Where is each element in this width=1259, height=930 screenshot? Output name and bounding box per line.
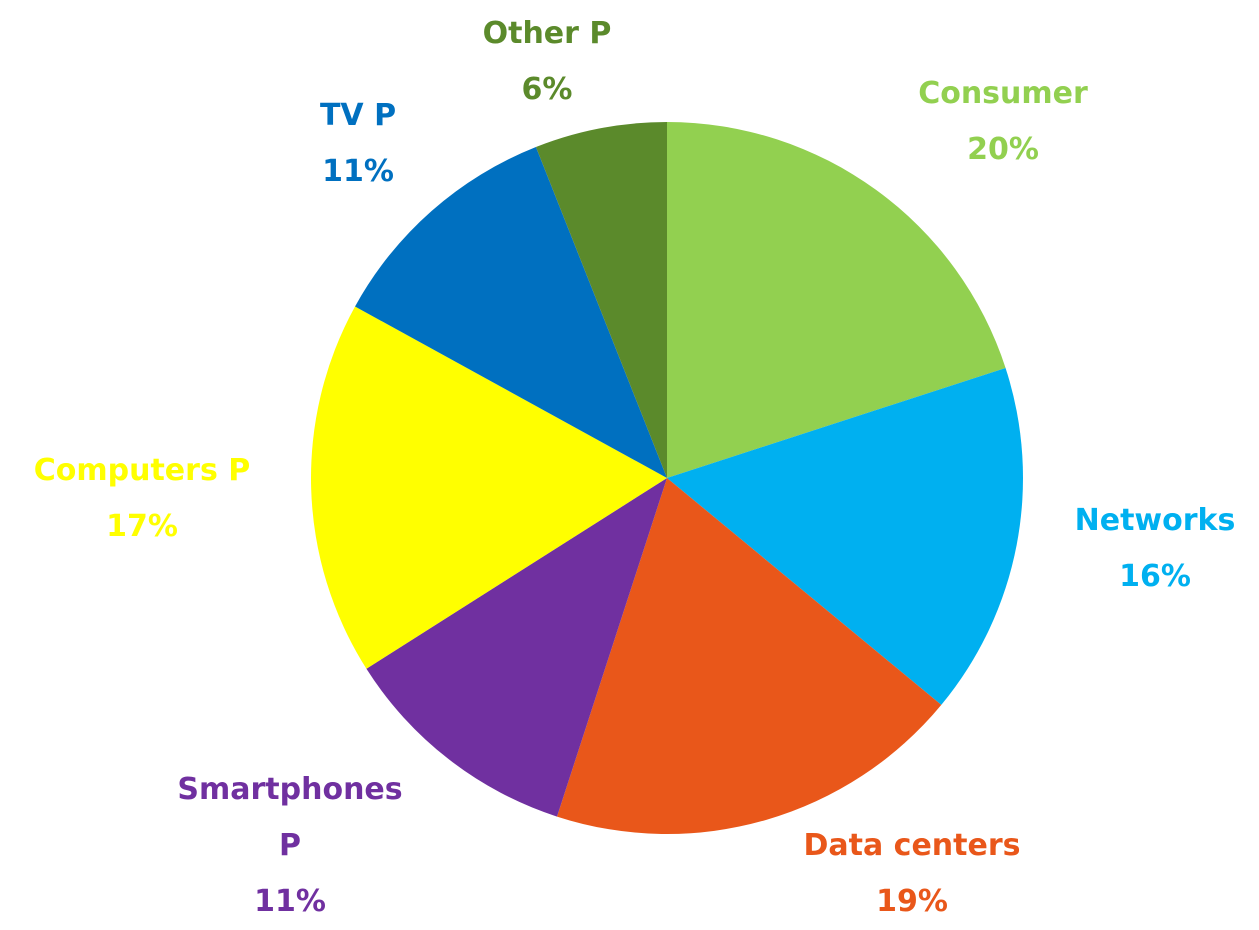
category-name: TV P (319, 98, 397, 133)
category-name: Networks (1074, 503, 1236, 538)
slice-label: Other P 6% (447, 6, 647, 118)
category-name: Computers P (33, 453, 251, 488)
percent-label: 6% (521, 72, 573, 107)
slice-label: Networks 16% (1025, 493, 1259, 605)
pie-slice (556, 478, 942, 835)
percent-label: 11% (254, 884, 326, 919)
pie-slice (667, 367, 1023, 705)
pie-slice (667, 122, 1006, 478)
slice-label: Data centers 19% (782, 818, 1042, 930)
pie-slice (535, 122, 667, 478)
pie-slice (355, 146, 667, 478)
percent-label: 17% (106, 509, 178, 544)
percent-label: 16% (1119, 559, 1191, 594)
slice-label: Smartphones P 11% (175, 762, 405, 930)
category-name: Consumer (918, 76, 1088, 111)
category-name: Smartphones P (177, 772, 403, 863)
slice-label: TV P 11% (258, 88, 458, 200)
category-name: Data centers (803, 828, 1021, 863)
slice-label: Computers P 17% (12, 443, 272, 555)
pie-slice (311, 306, 667, 669)
percent-label: 11% (322, 154, 394, 189)
slice-label: Consumer 20% (873, 66, 1133, 178)
percent-label: 20% (967, 132, 1039, 167)
category-name: Other P (482, 16, 612, 51)
pie-slice (366, 478, 667, 817)
percent-label: 19% (876, 884, 948, 919)
